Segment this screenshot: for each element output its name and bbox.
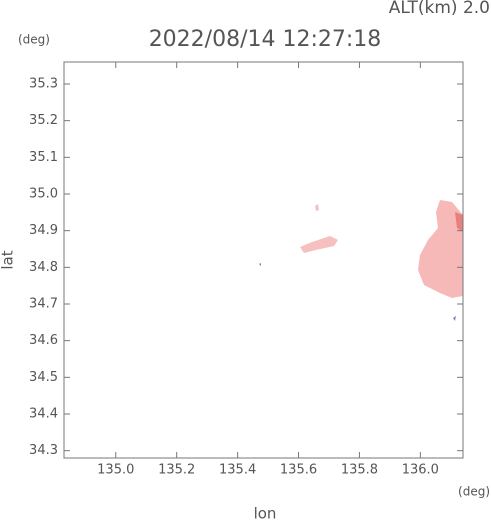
plot-frame — [63, 61, 464, 459]
chart-title: 2022/08/14 12:27:18 — [149, 27, 382, 52]
y-tick-label: 35.3 — [29, 77, 58, 92]
echo-region — [418, 200, 463, 298]
subtitle: ALT(km) 2.0 — [389, 0, 490, 18]
echo-region — [453, 316, 456, 321]
x-tick-label: 135.8 — [341, 463, 378, 478]
y-tick-label: 35.2 — [29, 113, 58, 128]
x-axis-label: lon — [254, 505, 277, 521]
x-tick-label: 135.0 — [97, 463, 134, 478]
x-tick-label: 136.0 — [402, 463, 439, 478]
y-tick-label: 34.5 — [29, 370, 58, 385]
y-tick-label: 34.9 — [29, 223, 58, 238]
echo-region — [315, 204, 319, 211]
echo-region — [259, 263, 261, 266]
echo-regions — [259, 200, 463, 321]
y-tick-label: 35.1 — [29, 150, 58, 165]
x-tick-label: 135.6 — [280, 463, 317, 478]
y-tick-label: 35.0 — [29, 187, 58, 202]
y-axis-label: lat — [0, 250, 17, 269]
x-tick-label: 135.2 — [158, 463, 195, 478]
y-tick-label: 34.3 — [29, 443, 58, 458]
echo-region — [300, 236, 338, 253]
echo-region — [455, 212, 463, 232]
y-tick-label: 34.8 — [29, 260, 58, 275]
y-tick-label: 34.7 — [29, 297, 58, 312]
y-tick-label: 34.6 — [29, 333, 58, 348]
x-tick-label: 135.4 — [219, 463, 256, 478]
x-unit: (deg) — [458, 485, 490, 499]
y-unit: (deg) — [18, 33, 50, 47]
y-tick-label: 34.4 — [29, 407, 58, 422]
